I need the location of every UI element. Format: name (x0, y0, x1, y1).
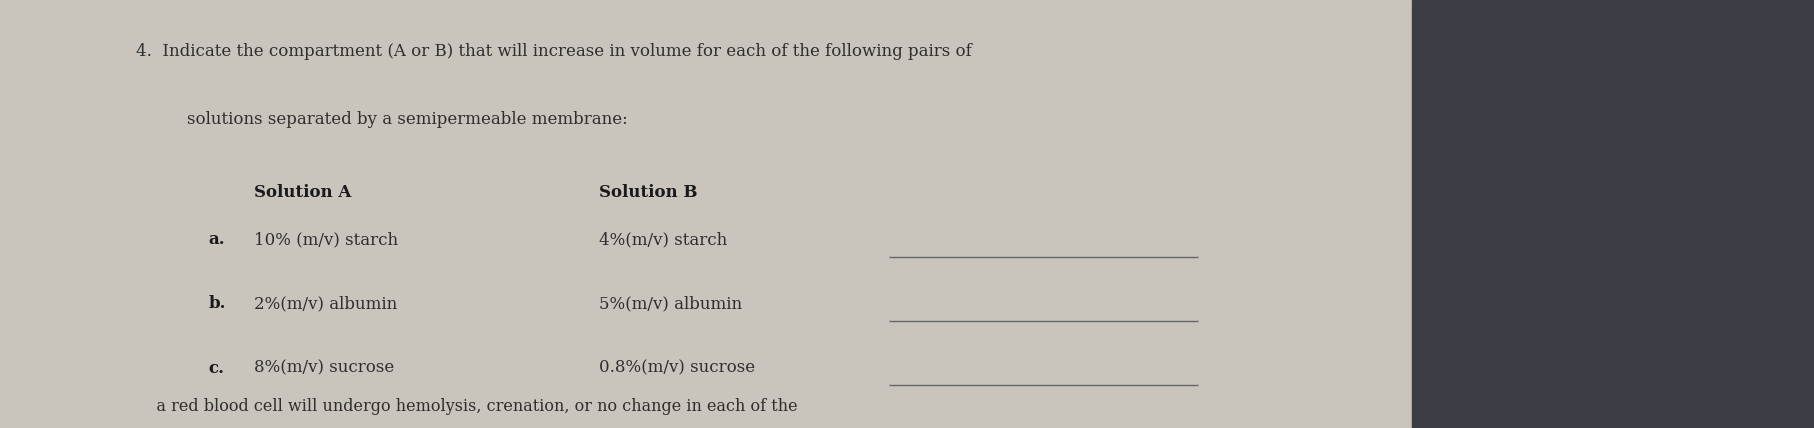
Text: 4%(m/v) starch: 4%(m/v) starch (599, 231, 727, 248)
Bar (1411, 0, 1814, 428)
Text: b.: b. (209, 295, 227, 312)
Text: 10% (m/v) starch: 10% (m/v) starch (254, 231, 397, 248)
Text: 2%(m/v) albumin: 2%(m/v) albumin (254, 295, 397, 312)
Text: a red blood cell will undergo hemolysis, crenation, or no change in each of the: a red blood cell will undergo hemolysis,… (54, 398, 798, 415)
Text: 8%(m/v) sucrose: 8%(m/v) sucrose (254, 360, 394, 377)
Text: Solution B: Solution B (599, 184, 697, 201)
Text: 4.  Indicate the compartment (A or B) that will increase in volume for each of t: 4. Indicate the compartment (A or B) tha… (136, 43, 970, 60)
Text: 0.8%(m/v) sucrose: 0.8%(m/v) sucrose (599, 360, 755, 377)
Text: Solution A: Solution A (254, 184, 352, 201)
Text: 5%(m/v) albumin: 5%(m/v) albumin (599, 295, 742, 312)
Text: solutions separated by a semipermeable membrane:: solutions separated by a semipermeable m… (187, 111, 628, 128)
Text: a.: a. (209, 231, 225, 248)
Text: c.: c. (209, 360, 225, 377)
